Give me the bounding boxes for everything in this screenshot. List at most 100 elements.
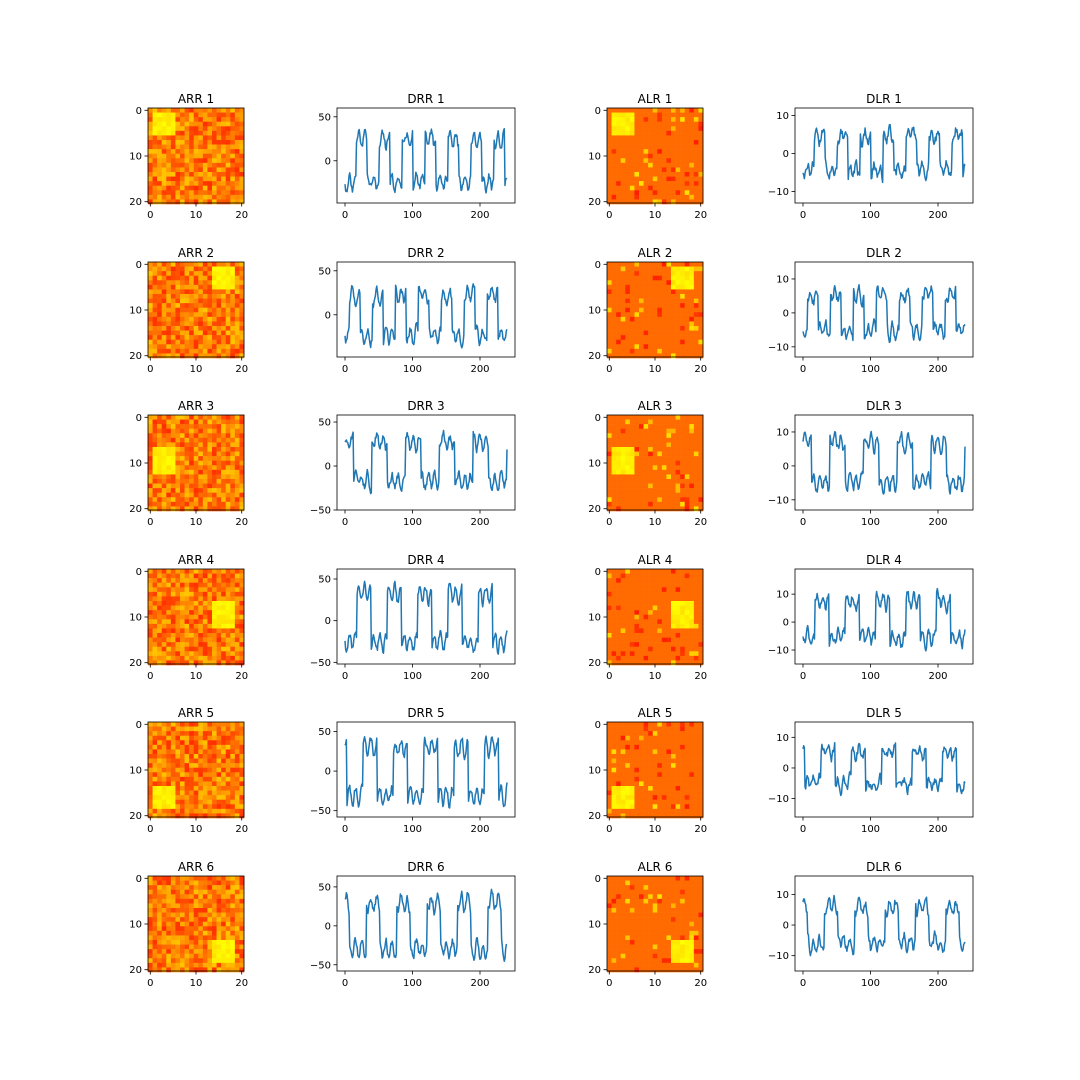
heatmap-cell xyxy=(680,289,686,295)
heatmap-cell xyxy=(639,181,644,187)
heatmap-cell xyxy=(148,894,153,900)
heatmap-cell xyxy=(611,108,617,113)
heatmap-cell xyxy=(193,628,199,634)
heatmap-cell xyxy=(616,419,622,425)
heatmap-cell xyxy=(616,591,622,597)
heatmap-cell xyxy=(657,456,663,462)
heatmap-cell xyxy=(616,303,622,309)
heatmap-cell xyxy=(193,339,199,345)
heatmap-cell xyxy=(620,437,626,443)
heatmap-cell xyxy=(207,749,213,755)
heatmap-cell xyxy=(693,353,699,359)
heatmap-cell xyxy=(675,158,681,164)
heatmap-cell xyxy=(166,726,172,732)
heatmap-cell xyxy=(684,587,690,593)
heatmap-cell xyxy=(629,776,635,782)
heatmap-cell xyxy=(689,573,695,579)
heatmap-cell xyxy=(639,605,644,611)
heatmap-cell xyxy=(166,569,172,574)
heatmap-cell xyxy=(616,642,622,648)
heatmap-cell xyxy=(675,492,681,498)
heatmap-cell xyxy=(661,307,667,313)
heatmap-cell xyxy=(689,506,695,512)
heatmap-cell xyxy=(639,808,644,814)
heatmap-cell xyxy=(157,442,163,448)
heatmap-cell xyxy=(225,610,231,616)
heatmap-cell xyxy=(625,456,631,462)
heatmap-cell xyxy=(684,275,690,281)
heatmap-cell xyxy=(239,660,245,666)
heatmap-cell xyxy=(643,307,649,313)
heatmap-cell xyxy=(225,772,231,778)
heatmap-cell xyxy=(239,167,245,173)
heatmap-cell xyxy=(239,483,245,489)
heatmap-cell xyxy=(684,190,690,196)
heatmap-cell xyxy=(216,749,222,755)
heatmap-cell xyxy=(693,140,699,145)
heatmap-cell xyxy=(684,749,690,755)
heatmap-cell xyxy=(629,582,635,588)
heatmap-cell xyxy=(629,642,635,648)
heatmap-cell xyxy=(620,330,626,336)
heatmap-cell xyxy=(230,894,236,900)
heatmap-cell xyxy=(189,795,195,801)
heatmap-cell xyxy=(620,335,626,341)
heatmap-cell xyxy=(643,804,649,810)
heatmap-cell xyxy=(157,885,163,891)
heatmap-cell xyxy=(216,767,222,773)
heatmap-cell xyxy=(629,744,635,750)
heatmap-cell xyxy=(207,479,213,484)
heatmap-cell xyxy=(202,619,208,625)
heatmap-cell xyxy=(207,153,213,159)
heatmap-cell xyxy=(643,735,649,741)
heatmap-cell xyxy=(639,744,644,750)
heatmap-cell xyxy=(152,280,158,286)
heatmap-cell xyxy=(643,754,649,759)
heatmap-cell xyxy=(180,898,185,904)
heatmap-cell xyxy=(666,497,672,503)
heatmap-cell xyxy=(148,298,153,304)
heatmap-cell xyxy=(152,898,158,904)
heatmap-cell xyxy=(657,284,663,290)
heatmap-cell xyxy=(666,605,672,611)
heatmap-cell xyxy=(675,795,681,801)
heatmap-cell xyxy=(184,591,190,597)
heatmap-cell xyxy=(152,885,158,891)
heatmap-cell xyxy=(698,596,704,602)
heatmap-cell xyxy=(175,479,181,484)
heatmap-cell xyxy=(643,628,649,634)
heatmap-cell xyxy=(170,275,176,281)
heatmap-cell xyxy=(643,492,649,498)
heatmap-cell xyxy=(643,596,649,602)
heatmap-cell xyxy=(666,280,672,286)
heatmap-cell xyxy=(202,483,208,489)
heatmap-cell xyxy=(693,428,699,434)
heatmap-cell xyxy=(693,722,699,727)
heatmap-cell xyxy=(170,149,176,155)
heatmap-cell xyxy=(175,651,181,657)
heatmap-cell xyxy=(693,330,699,336)
heatmap-cell xyxy=(629,799,635,805)
heatmap-cell xyxy=(648,339,654,345)
heatmap-cell xyxy=(157,492,163,498)
heatmap-cell xyxy=(689,280,695,286)
heatmap-cell xyxy=(170,330,176,336)
heatmap-cell xyxy=(634,776,640,782)
heatmap-cell xyxy=(170,433,176,439)
heatmap-cell xyxy=(629,651,635,657)
heatmap-cell xyxy=(661,605,667,611)
axes-frame xyxy=(794,414,974,511)
heatmap-cell xyxy=(198,795,204,801)
heatmap-cell xyxy=(184,726,190,732)
heatmap-cell xyxy=(180,149,185,155)
heatmap-cell xyxy=(684,181,690,187)
heatmap-cell xyxy=(184,460,190,466)
heatmap-cell xyxy=(239,275,245,281)
heatmap-cell xyxy=(634,199,640,205)
heatmap-cell xyxy=(216,339,222,345)
heatmap-cell xyxy=(234,433,240,439)
heatmap-cell xyxy=(161,112,167,118)
heatmap-cell xyxy=(693,740,699,746)
heatmap-cell xyxy=(657,275,663,281)
chart-title: ALR 3 xyxy=(638,399,673,413)
